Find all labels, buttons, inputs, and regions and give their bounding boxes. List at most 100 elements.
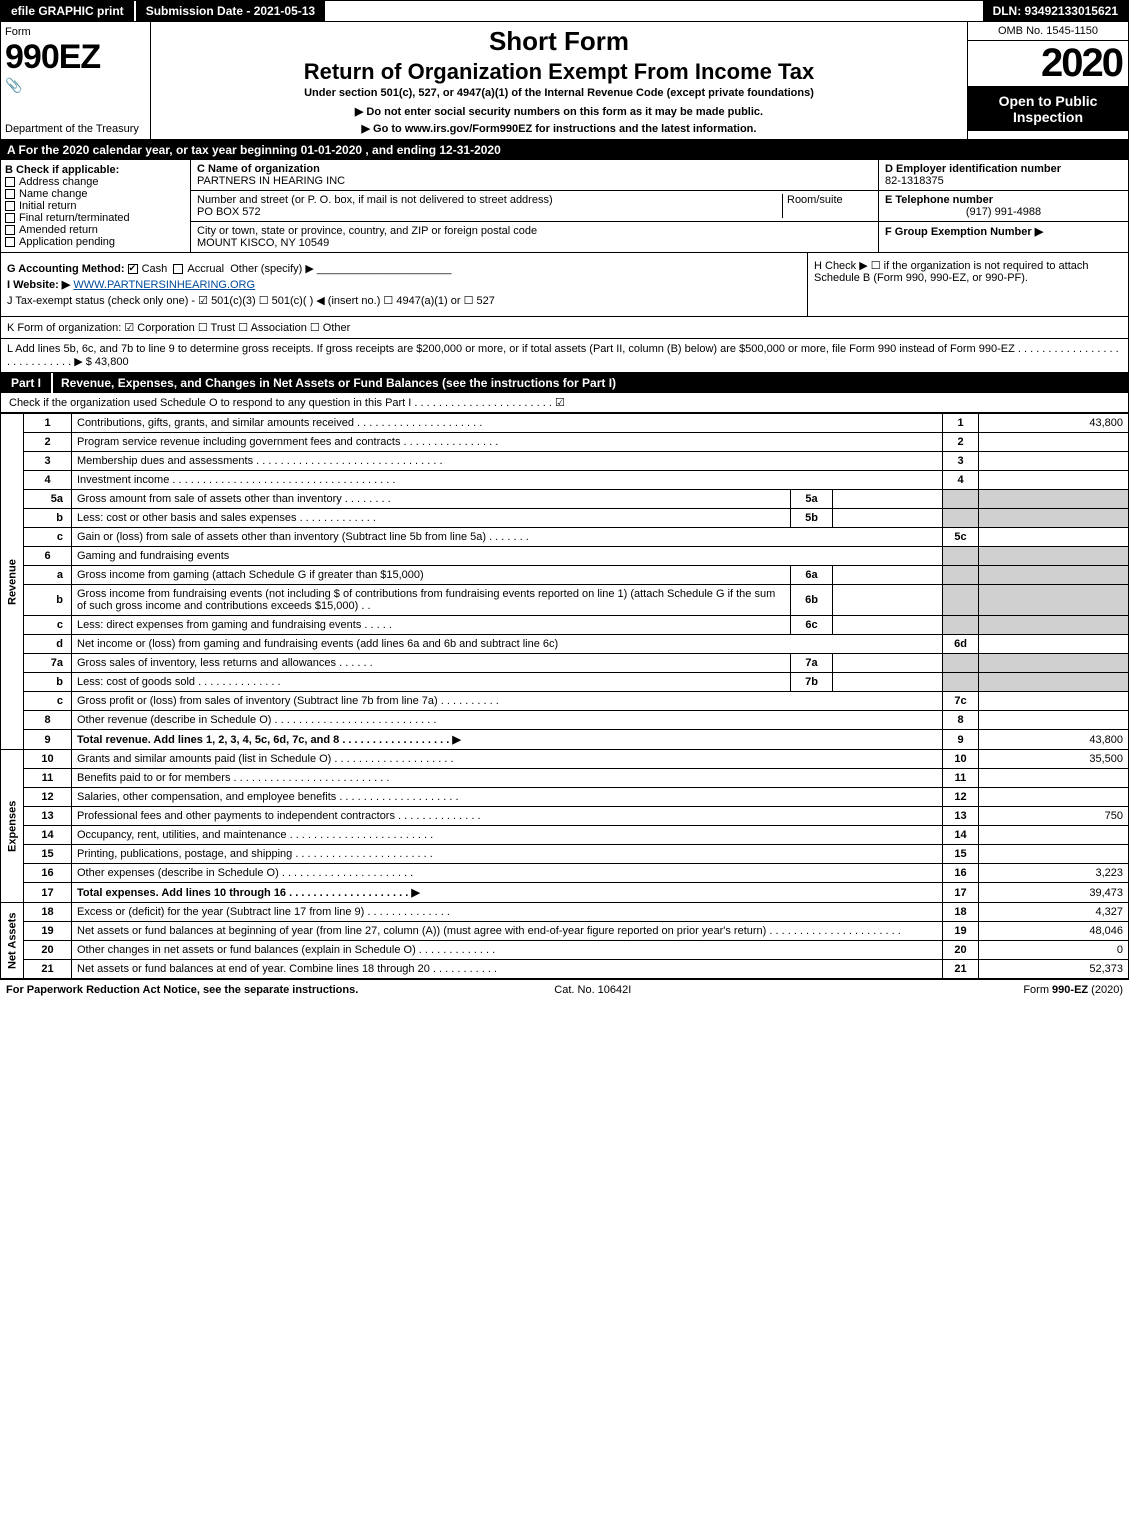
r5b-text: Less: cost or other basis and sales expe… xyxy=(72,509,791,528)
r10-num: 10 xyxy=(24,750,72,769)
r12-text: Salaries, other compensation, and employ… xyxy=(72,788,943,807)
r6a-il: 6a xyxy=(791,566,833,585)
r19-amount: 48,046 xyxy=(979,922,1129,941)
r6b-box xyxy=(943,585,979,616)
cb-cash[interactable] xyxy=(128,264,138,274)
r6a-amount xyxy=(979,566,1129,585)
cb-name-change[interactable]: Name change xyxy=(5,188,186,200)
phone-value: (917) 991-4988 xyxy=(885,206,1122,218)
r6b-amount xyxy=(979,585,1129,616)
gleft-col: G Accounting Method: Cash Accrual Other … xyxy=(1,253,808,316)
revenue-side-label: Revenue xyxy=(1,414,24,750)
r10-box: 10 xyxy=(943,750,979,769)
r11-amount xyxy=(979,769,1129,788)
lines-g-h-i-j: G Accounting Method: Cash Accrual Other … xyxy=(0,253,1129,317)
r12-box: 12 xyxy=(943,788,979,807)
r14-box: 14 xyxy=(943,826,979,845)
r6-box xyxy=(943,547,979,566)
r6-num: 6 xyxy=(24,547,72,566)
r5b-amount xyxy=(979,509,1129,528)
org-city-row: City or town, state or province, country… xyxy=(191,222,878,252)
header-left: Form 990EZ 📎 Department of the Treasury xyxy=(1,22,151,139)
r6c-innerval xyxy=(833,616,943,635)
r20-num: 20 xyxy=(24,941,72,960)
r12-amount xyxy=(979,788,1129,807)
department-label: Department of the Treasury xyxy=(5,123,146,135)
r21-num: 21 xyxy=(24,960,72,979)
line-a-calendar-year: A For the 2020 calendar year, or tax yea… xyxy=(0,140,1129,160)
r7c-text: Gross profit or (loss) from sales of inv… xyxy=(72,692,943,711)
f-group-label: F Group Exemption Number ▶ xyxy=(885,226,1043,238)
r16-amount: 3,223 xyxy=(979,864,1129,883)
page-footer: For Paperwork Reduction Act Notice, see … xyxy=(0,979,1129,1000)
form-header: Form 990EZ 📎 Department of the Treasury … xyxy=(0,22,1129,140)
r5b-num: b xyxy=(24,509,72,528)
r8-box: 8 xyxy=(943,711,979,730)
cb-address-change[interactable]: Address change xyxy=(5,176,186,188)
phone-block: E Telephone number (917) 991-4988 xyxy=(879,191,1128,222)
form-word: Form xyxy=(5,26,146,38)
r15-text: Printing, publications, postage, and shi… xyxy=(72,845,943,864)
website-link[interactable]: WWW.PARTNERSINHEARING.ORG xyxy=(73,279,255,291)
r15-num: 15 xyxy=(24,845,72,864)
r2-text: Program service revenue including govern… xyxy=(72,433,943,452)
part-i-subtitle: Check if the organization used Schedule … xyxy=(0,393,1129,413)
r3-amount xyxy=(979,452,1129,471)
r21-amount: 52,373 xyxy=(979,960,1129,979)
cb-accrual[interactable] xyxy=(173,264,183,274)
entity-info-block: B Check if applicable: Address change Na… xyxy=(0,160,1129,253)
part-i-title: Revenue, Expenses, and Changes in Net As… xyxy=(53,373,1128,393)
submission-date-button[interactable]: Submission Date - 2021-05-13 xyxy=(136,1,327,21)
box-def: D Employer identification number 82-1318… xyxy=(878,160,1128,252)
r5a-innerval xyxy=(833,490,943,509)
r8-num: 8 xyxy=(24,711,72,730)
r5a-text: Gross amount from sale of assets other t… xyxy=(72,490,791,509)
r14-text: Occupancy, rent, utilities, and maintena… xyxy=(72,826,943,845)
part-i-header: Part I Revenue, Expenses, and Changes in… xyxy=(0,373,1129,393)
r6c-num: c xyxy=(24,616,72,635)
r19-box: 19 xyxy=(943,922,979,941)
r4-num: 4 xyxy=(24,471,72,490)
r11-num: 11 xyxy=(24,769,72,788)
r2-box: 2 xyxy=(943,433,979,452)
r7a-innerval xyxy=(833,654,943,673)
e-phone-label: E Telephone number xyxy=(885,194,1122,206)
c-city-label: City or town, state or province, country… xyxy=(197,225,872,237)
cb-application-pending[interactable]: Application pending xyxy=(5,236,186,248)
r6a-num: a xyxy=(24,566,72,585)
r9-box: 9 xyxy=(943,730,979,750)
c-name-label: C Name of organization xyxy=(197,163,872,175)
r5c-num: c xyxy=(24,528,72,547)
r16-text: Other expenses (describe in Schedule O) … xyxy=(72,864,943,883)
r3-num: 3 xyxy=(24,452,72,471)
r20-box: 20 xyxy=(943,941,979,960)
top-bar: efile GRAPHIC print Submission Date - 20… xyxy=(0,0,1129,22)
r5a-amount xyxy=(979,490,1129,509)
r6c-amount xyxy=(979,616,1129,635)
efile-print-button[interactable]: efile GRAPHIC print xyxy=(1,1,136,21)
r6b-innerval xyxy=(833,585,943,616)
r7a-il: 7a xyxy=(791,654,833,673)
r6b-num: b xyxy=(24,585,72,616)
footer-paperwork: For Paperwork Reduction Act Notice, see … xyxy=(6,984,358,996)
r9-text: Total revenue. Add lines 1, 2, 3, 4, 5c,… xyxy=(72,730,943,750)
line-j: J Tax-exempt status (check only one) - ☑… xyxy=(7,294,801,307)
r1-text: Contributions, gifts, grants, and simila… xyxy=(72,414,943,433)
cb-initial-return[interactable]: Initial return xyxy=(5,200,186,212)
part-i-table: Revenue 1 Contributions, gifts, grants, … xyxy=(0,413,1129,979)
r6a-innerval xyxy=(833,566,943,585)
r17-box: 17 xyxy=(943,883,979,903)
r13-text: Professional fees and other payments to … xyxy=(72,807,943,826)
org-name: PARTNERS IN HEARING INC xyxy=(197,175,872,187)
r7b-amount xyxy=(979,673,1129,692)
r7a-box xyxy=(943,654,979,673)
cb-final-return[interactable]: Final return/terminated xyxy=(5,212,186,224)
r7c-num: c xyxy=(24,692,72,711)
r17-amount: 39,473 xyxy=(979,883,1129,903)
cb-amended-return[interactable]: Amended return xyxy=(5,224,186,236)
d-ein-label: D Employer identification number xyxy=(885,163,1122,175)
line-i: I Website: ▶ WWW.PARTNERSINHEARING.ORG xyxy=(7,278,801,291)
r12-num: 12 xyxy=(24,788,72,807)
r15-amount xyxy=(979,845,1129,864)
org-address-row: Number and street (or P. O. box, if mail… xyxy=(191,191,878,222)
